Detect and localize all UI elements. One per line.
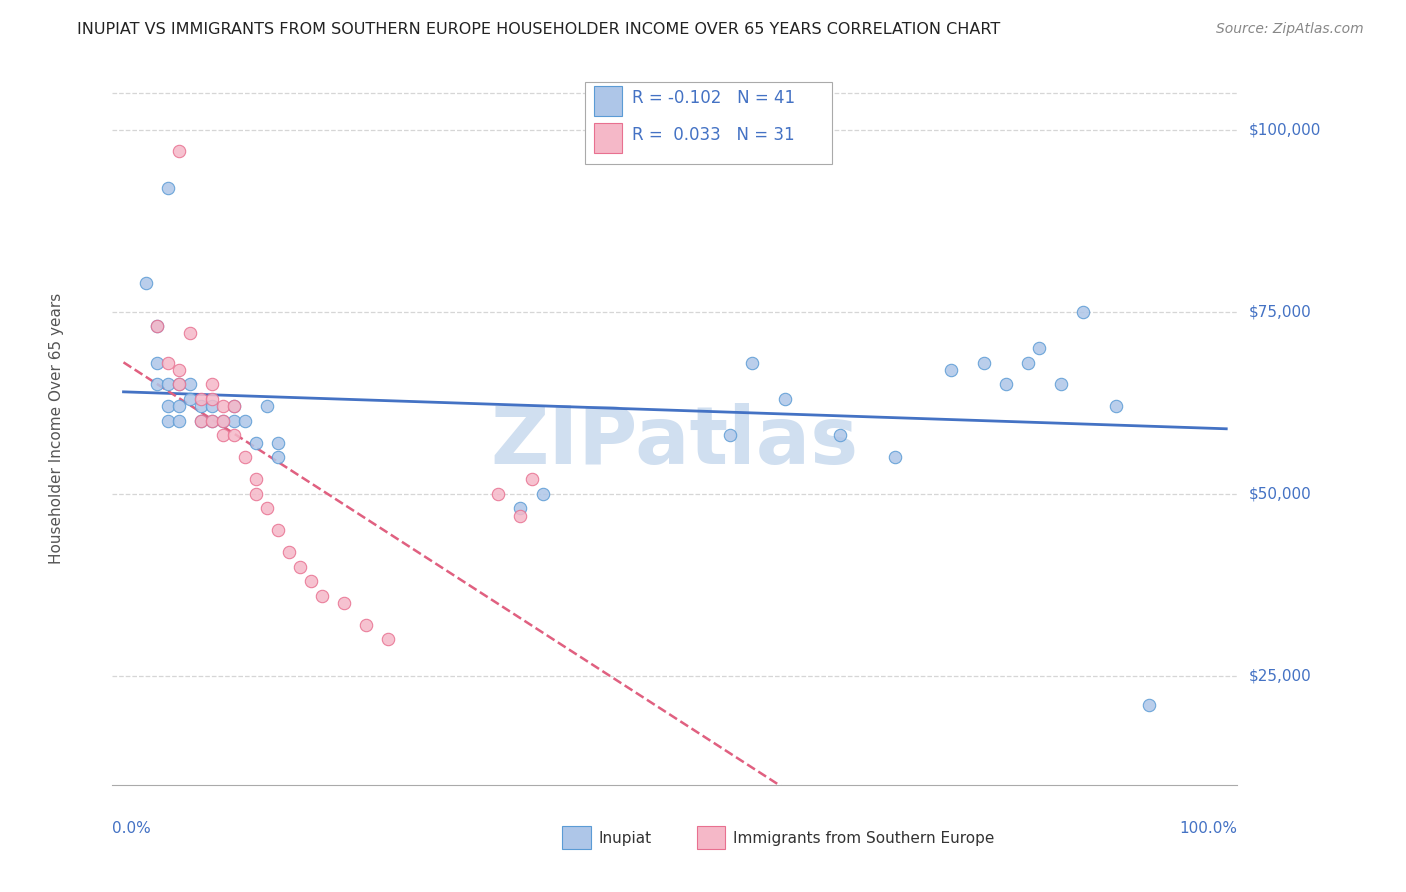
Text: R = -0.102   N = 41: R = -0.102 N = 41 [633,89,796,107]
Point [973,356,995,370]
Point [190,392,212,406]
Point [531,486,554,500]
Point [135,276,157,290]
FancyBboxPatch shape [593,123,621,153]
Point [167,414,190,428]
Point [211,414,233,428]
Point [245,486,267,500]
Point [311,589,333,603]
Point [201,392,224,406]
Text: INUPIAT VS IMMIGRANTS FROM SOUTHERN EUROPE HOUSEHOLDER INCOME OVER 65 YEARS CORR: INUPIAT VS IMMIGRANTS FROM SOUTHERN EURO… [77,22,1001,37]
Point [939,363,962,377]
Text: $25,000: $25,000 [1249,668,1312,683]
Text: $75,000: $75,000 [1249,304,1312,319]
Point [211,428,233,442]
Text: Householder Income Over 65 years: Householder Income Over 65 years [49,293,63,564]
Text: Immigrants from Southern Europe: Immigrants from Southern Europe [734,831,994,846]
Point [211,414,233,428]
Point [222,428,245,442]
Point [156,356,179,370]
Point [145,356,167,370]
Point [190,414,212,428]
FancyBboxPatch shape [562,826,591,849]
Point [299,574,322,588]
Point [179,326,201,341]
Point [520,472,543,486]
Point [830,428,852,442]
Point [145,319,167,334]
Point [267,450,290,465]
Point [222,414,245,428]
Text: $100,000: $100,000 [1249,122,1320,137]
Point [884,450,907,465]
Text: Source: ZipAtlas.com: Source: ZipAtlas.com [1216,22,1364,37]
FancyBboxPatch shape [585,82,832,164]
Text: ZIPatlas: ZIPatlas [491,403,859,482]
Text: 100.0%: 100.0% [1180,821,1237,836]
Point [167,145,190,159]
Point [773,392,796,406]
Point [1017,356,1039,370]
Point [211,400,233,414]
Point [1050,377,1073,392]
Point [156,377,179,392]
Point [509,508,531,523]
Point [354,617,377,632]
Point [190,400,212,414]
Point [222,400,245,414]
Point [179,377,201,392]
Point [333,596,356,610]
Text: 0.0%: 0.0% [112,821,152,836]
Point [201,414,224,428]
Point [145,377,167,392]
Point [277,545,299,559]
FancyBboxPatch shape [593,87,621,116]
Point [377,632,399,647]
Point [256,400,278,414]
Point [1071,304,1094,318]
Point [190,414,212,428]
Point [267,523,290,537]
Point [167,377,190,392]
Point [256,501,278,516]
Point [1137,698,1160,712]
Point [233,414,256,428]
Point [156,181,179,195]
FancyBboxPatch shape [697,826,725,849]
Point [1028,341,1050,355]
Point [222,400,245,414]
Text: Inupiat: Inupiat [599,831,651,846]
Text: R =  0.033   N = 31: R = 0.033 N = 31 [633,126,794,144]
Point [201,414,224,428]
Point [267,435,290,450]
Point [201,400,224,414]
Point [156,400,179,414]
Point [233,450,256,465]
Point [245,435,267,450]
Text: $50,000: $50,000 [1249,486,1312,501]
Point [245,472,267,486]
Point [167,363,190,377]
Point [718,428,741,442]
Point [741,356,763,370]
Point [167,377,190,392]
Point [1105,400,1128,414]
Point [288,559,311,574]
Point [488,486,510,500]
Point [145,319,167,334]
Point [167,400,190,414]
Point [994,377,1017,392]
Point [509,501,531,516]
Point [179,392,201,406]
Point [156,414,179,428]
Point [201,377,224,392]
